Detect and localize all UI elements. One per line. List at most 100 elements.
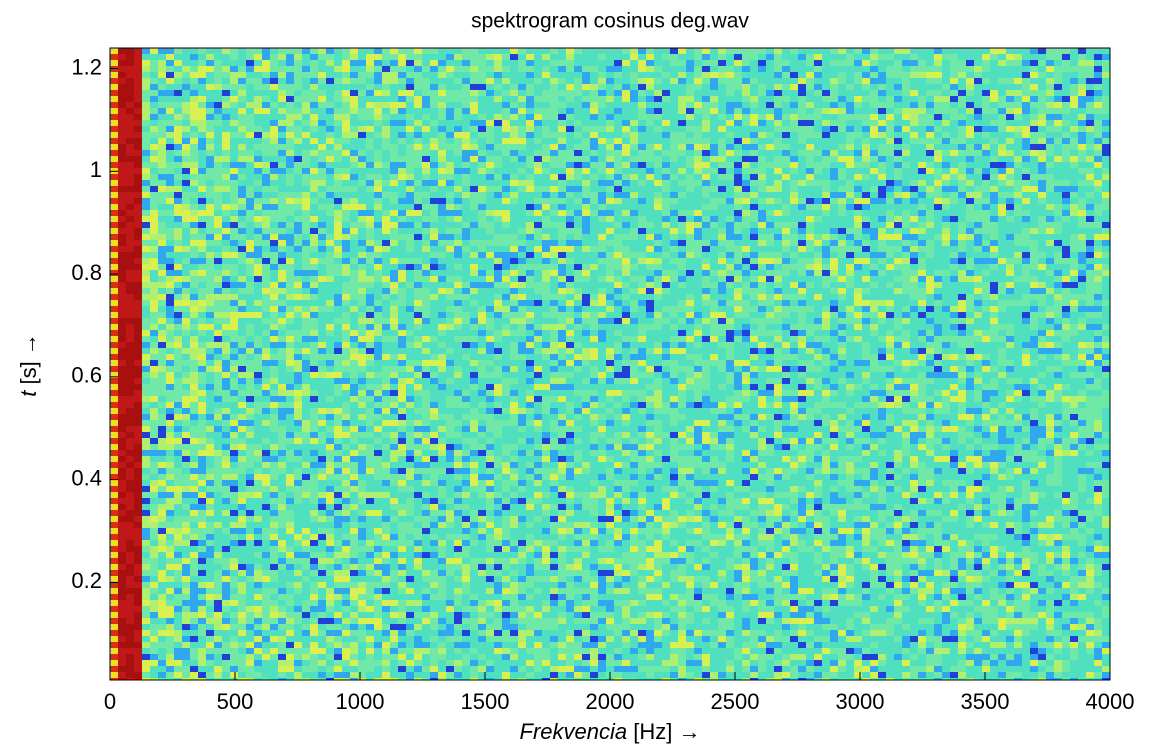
texture-cell (342, 600, 350, 606)
texture-cell (278, 306, 286, 312)
texture-cell (398, 66, 406, 72)
texture-cell (446, 120, 454, 126)
texture-cell (174, 192, 182, 198)
texture-cell (366, 396, 374, 402)
texture-cell (398, 570, 406, 576)
texture-cell (382, 378, 390, 384)
texture-cell (198, 456, 206, 462)
texture-cell (414, 288, 422, 294)
texture-cell (422, 114, 430, 120)
texture-cell (486, 120, 494, 126)
texture-cell (214, 666, 222, 672)
texture-cell (478, 288, 486, 294)
texture-cell (326, 654, 334, 660)
texture-cell (182, 186, 190, 192)
texture-cell (166, 336, 174, 342)
texture-cell (470, 486, 478, 492)
texture-cell (374, 312, 382, 318)
texture-cell (414, 126, 422, 132)
texture-cell (222, 588, 230, 594)
texture-cell (198, 486, 206, 492)
texture-cell (470, 672, 478, 678)
texture-cell (222, 132, 230, 138)
texture-cell (174, 534, 182, 540)
texture-cell (318, 234, 326, 240)
texture-cell (214, 228, 222, 234)
texture-cell (190, 198, 198, 204)
texture-cell (270, 294, 278, 300)
texture-cell (150, 384, 158, 390)
texture-cell (118, 540, 126, 546)
texture-cell (414, 144, 422, 150)
texture-cell (406, 366, 414, 372)
texture-cell (134, 198, 142, 204)
texture-cell (342, 78, 350, 84)
texture-cell (110, 480, 118, 486)
texture-cell (118, 468, 126, 474)
texture-cell (406, 624, 414, 630)
texture-cell (230, 252, 238, 258)
texture-cell (198, 582, 206, 588)
texture-cell (126, 672, 134, 678)
texture-cell (158, 336, 166, 342)
texture-cell (198, 504, 206, 510)
texture-cell (342, 330, 350, 336)
texture-cell (230, 312, 238, 318)
texture-cell (454, 522, 462, 528)
texture-cell (150, 66, 158, 72)
texture-cell (430, 432, 438, 438)
texture-cell (270, 354, 278, 360)
texture-cell (158, 216, 166, 222)
texture-cell (174, 294, 182, 300)
texture-cell (358, 288, 366, 294)
texture-cell (158, 246, 166, 252)
texture-cell (126, 240, 134, 246)
texture-cell (438, 672, 446, 678)
texture-cell (246, 48, 254, 54)
texture-cell (438, 348, 446, 354)
texture-cell (462, 66, 470, 72)
texture-cell (254, 312, 262, 318)
texture-cell (358, 378, 366, 384)
texture-cell (390, 48, 398, 54)
texture-cell (430, 342, 438, 348)
texture-cell (110, 240, 118, 246)
texture-cell (206, 294, 214, 300)
texture-cell (454, 168, 462, 174)
texture-cell (270, 336, 278, 342)
texture-cell (198, 366, 206, 372)
texture-cell (422, 366, 430, 372)
texture-cell (150, 558, 158, 564)
texture-cell (174, 432, 182, 438)
texture-cell (294, 174, 302, 180)
texture-cell (422, 90, 430, 96)
texture-cell (318, 582, 326, 588)
texture-cell (430, 138, 438, 144)
texture-cell (390, 336, 398, 342)
texture-cell (334, 66, 342, 72)
texture-cell (230, 162, 238, 168)
texture-cell (110, 606, 118, 612)
texture-cell (230, 648, 238, 654)
texture-cell (358, 312, 366, 318)
texture-cell (222, 636, 230, 642)
texture-cell (198, 252, 206, 258)
texture-cell (270, 114, 278, 120)
texture-cell (374, 504, 382, 510)
texture-cell (158, 516, 166, 522)
texture-cell (246, 558, 254, 564)
texture-cell (206, 660, 214, 666)
texture-cell (414, 54, 422, 60)
texture-cell (310, 570, 318, 576)
texture-cell (374, 540, 382, 546)
texture-cell (270, 270, 278, 276)
texture-cell (190, 558, 198, 564)
texture-cell (302, 186, 310, 192)
texture-cell (390, 324, 398, 330)
texture-cell (350, 636, 358, 642)
texture-cell (390, 672, 398, 678)
texture-cell (318, 318, 326, 324)
texture-cell (254, 192, 262, 198)
texture-cell (142, 426, 150, 432)
texture-cell (134, 162, 142, 168)
